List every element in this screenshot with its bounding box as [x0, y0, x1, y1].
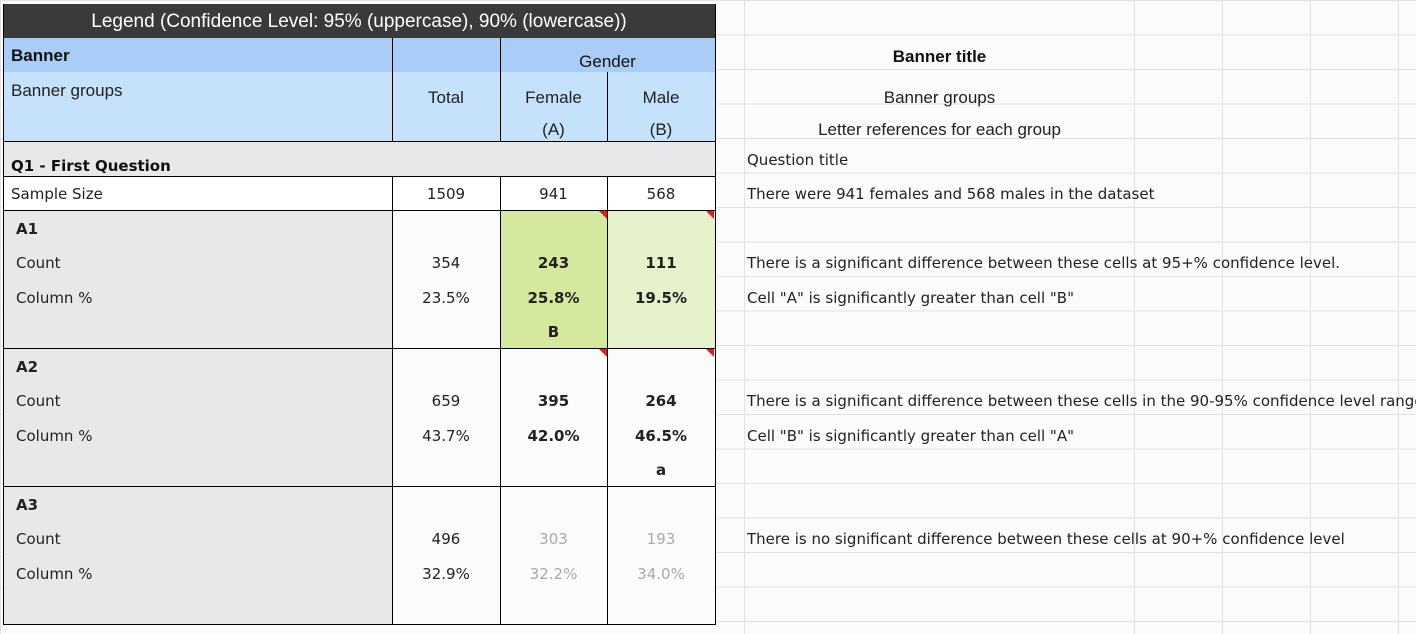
table-border [3, 141, 716, 142]
table-border [715, 4, 716, 625]
answer-a3-count-label: Count [16, 530, 61, 548]
sample-size-female: 941 [539, 185, 568, 203]
table-border [392, 176, 393, 625]
answer-a1-male-cell[interactable]: 111 19.5% [607, 210, 715, 348]
comment-flag-icon[interactable] [599, 349, 607, 357]
group-female-label: Female [525, 88, 582, 107]
group-male-letter: (B) [649, 120, 673, 139]
table-border [3, 4, 4, 625]
banner-total-cell[interactable] [392, 38, 500, 72]
banner-heading: Gender [579, 52, 636, 71]
answer-a3-total-cell[interactable]: 496 32.9% [392, 486, 500, 624]
sample-size-label: Sample Size [11, 185, 103, 203]
answer-a1-male-pct: 19.5% [634, 289, 688, 307]
group-female-letter: (A) [542, 120, 565, 139]
legend-title-cell[interactable]: Legend (Confidence Level: 95% (uppercase… [3, 4, 715, 38]
answer-a2-male-count: 264 [645, 392, 677, 410]
answer-a2-count-label: Count [16, 392, 61, 410]
answer-a2-total-pct: 43.7% [422, 427, 470, 445]
answer-a1-male-count: 111 [645, 254, 677, 272]
banner-label-cell[interactable]: Banner [3, 38, 392, 72]
note-banner-title: Banner title [892, 47, 987, 66]
answer-a1-total-pct: 23.5% [422, 289, 470, 307]
answer-a1-name: A1 [16, 220, 39, 238]
note-sig95: There is a significant difference betwee… [747, 254, 1341, 272]
answer-a2-female-cell[interactable]: 395 42.0% [500, 348, 607, 486]
table-border [3, 348, 716, 349]
answer-a3-female-count: 303 [539, 530, 568, 548]
answer-a1-count-label: Count [16, 254, 61, 272]
note-b-gt-a: Cell "B" is significantly greater than c… [747, 427, 1074, 445]
group-total-cell[interactable]: Total [392, 72, 500, 141]
question-title-cell[interactable]: Q1 - First Question [3, 141, 715, 176]
group-female-cell[interactable]: Female (A) [500, 72, 607, 141]
note-banner-groups: Banner groups [883, 88, 996, 107]
answer-a2-male-pct: 46.5% [634, 427, 688, 445]
answer-a1-female-pct: 25.8% [527, 289, 580, 307]
note-letter-refs: Letter references for each group [818, 120, 1061, 139]
note-question-title: Question title [747, 151, 849, 169]
banner-gender-cell[interactable]: Gender [500, 38, 715, 72]
answer-a1-total-cell[interactable]: 354 23.5% [392, 210, 500, 348]
comment-flag-icon[interactable] [599, 211, 607, 219]
group-total-label: Total [428, 88, 464, 107]
group-male-cell[interactable]: Male (B) [607, 72, 715, 141]
sample-size-male: 568 [646, 185, 676, 203]
table-border [607, 176, 608, 625]
comment-flag-icon[interactable] [706, 349, 714, 357]
note-nosig: There is no significant difference betwe… [747, 530, 1345, 548]
answer-a1-female-sig: B [547, 323, 560, 341]
note-a-gt-b: Cell "A" is significantly greater than c… [747, 289, 1074, 307]
answer-a3-name: A3 [16, 496, 39, 514]
answer-a2-female-count: 395 [537, 392, 570, 410]
answer-a3-total-count: 496 [431, 530, 461, 548]
answer-a1-pct-label: Column % [16, 289, 93, 307]
answer-a3-label-cell[interactable]: A3 Count Column % [3, 486, 392, 624]
answer-a3-female-pct: 32.2% [529, 565, 578, 583]
table-border [3, 624, 716, 625]
table-border [607, 72, 608, 141]
banner-groups-label: Banner groups [11, 81, 123, 100]
question-title: Q1 - First Question [11, 157, 171, 175]
answer-a3-male-pct: 34.0% [637, 565, 685, 583]
answer-a3-male-cell[interactable]: 193 34.0% [607, 486, 715, 624]
answer-a2-female-pct: 42.0% [527, 427, 580, 445]
table-border [392, 38, 393, 141]
legend-title: Legend (Confidence Level: 95% (uppercase… [91, 11, 627, 32]
answer-a2-pct-label: Column % [16, 427, 93, 445]
answer-a2-male-sig: a [655, 461, 667, 479]
answer-a1-label-cell[interactable]: A1 Count Column % [3, 210, 392, 348]
answer-a2-male-cell[interactable]: 264 46.5% a [607, 348, 715, 486]
answer-a3-pct-label: Column % [16, 565, 93, 583]
answer-a2-total-count: 659 [431, 392, 461, 410]
table-border [3, 486, 716, 487]
comment-flag-icon[interactable] [706, 211, 714, 219]
answer-a3-total-pct: 32.9% [422, 565, 470, 583]
answer-a1-total-count: 354 [431, 254, 461, 272]
answer-a1-female-cell[interactable]: 243 25.8% B [500, 210, 607, 348]
table-border [3, 176, 716, 177]
table-border [500, 176, 501, 625]
banner-groups-cell[interactable]: Banner groups [3, 72, 392, 141]
table-border [500, 38, 501, 141]
table-border [3, 210, 716, 211]
group-male-label: Male [642, 88, 680, 107]
note-sig90: There is a significant difference betwee… [747, 392, 1416, 410]
answer-a3-female-cell[interactable]: 303 32.2% [500, 486, 607, 624]
note-sample: There were 941 females and 568 males in … [747, 185, 1155, 203]
answer-a3-male-count: 193 [646, 530, 676, 548]
answer-a2-name: A2 [16, 358, 39, 376]
sample-size-total: 1509 [426, 185, 466, 203]
answer-a2-total-cell[interactable]: 659 43.7% [392, 348, 500, 486]
answer-a1-female-count: 243 [537, 254, 570, 272]
sample-size-row[interactable]: Sample Size 1509 941 568 [3, 176, 715, 210]
banner-label: Banner [11, 46, 70, 65]
answer-a2-label-cell[interactable]: A2 Count Column % [3, 348, 392, 486]
